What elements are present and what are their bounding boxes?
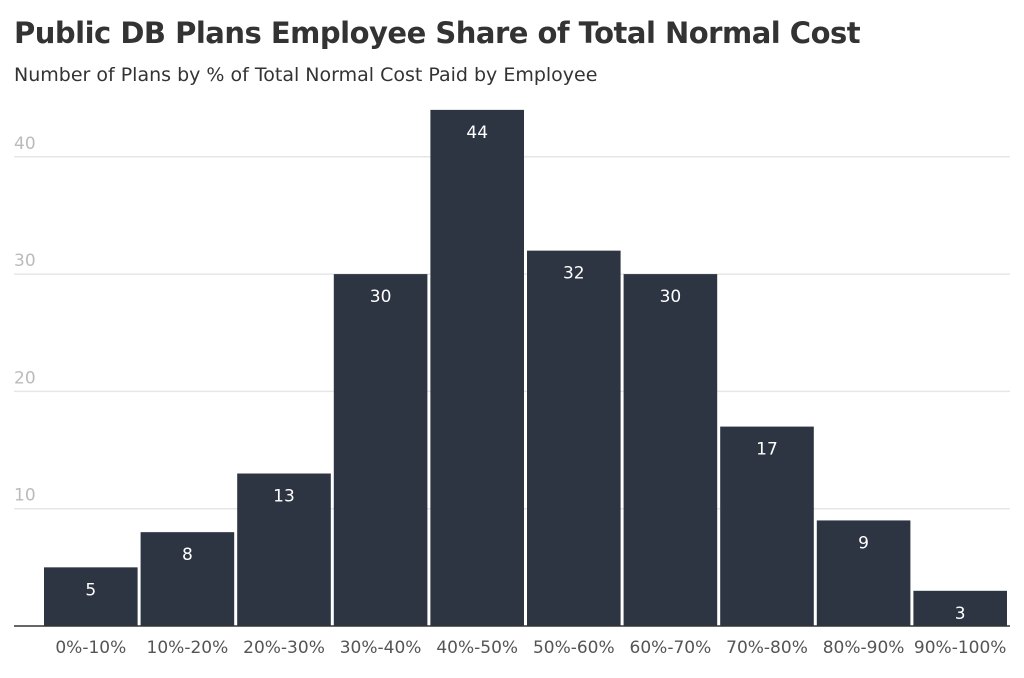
x-tick-label: 20%-30% bbox=[243, 638, 325, 658]
bar-20%-30% bbox=[237, 473, 331, 626]
x-tick-label: 10%-20% bbox=[147, 638, 229, 658]
x-tick-label: 0%-10% bbox=[55, 638, 126, 658]
bars bbox=[44, 109, 1007, 626]
bar-50%-60% bbox=[527, 250, 621, 626]
bar-60%-70% bbox=[623, 274, 718, 626]
x-tick-label: 60%-70% bbox=[630, 638, 712, 658]
x-tick-label: 30%-40% bbox=[340, 638, 422, 658]
chart-subtitle: Number of Plans by % of Total Normal Cos… bbox=[14, 64, 598, 86]
data-label: 8 bbox=[182, 545, 193, 565]
bar-90%-100% bbox=[913, 590, 1007, 626]
x-tick-label: 70%-80% bbox=[726, 638, 808, 658]
y-tick-label: 30 bbox=[14, 251, 36, 271]
axes: 0%-10% 10%-20% 20%-30% 30%-40% 40%-50% 50%-60… bbox=[14, 625, 1010, 658]
data-label: 30 bbox=[370, 287, 392, 307]
x-tick-label: 50%-60% bbox=[533, 638, 615, 658]
data-label: 9 bbox=[858, 533, 869, 553]
data-label: 44 bbox=[466, 123, 488, 143]
x-tick-label: 80%-90% bbox=[823, 638, 905, 658]
data-label: 13 bbox=[273, 487, 295, 507]
x-tick-label: 40%-50% bbox=[436, 638, 518, 658]
bar-30%-40% bbox=[333, 274, 428, 626]
y-tick-label: 40 bbox=[14, 134, 36, 154]
x-tick-label: 90%-100% bbox=[914, 638, 1007, 658]
bar-70%-80% bbox=[720, 426, 814, 626]
data-label: 17 bbox=[756, 440, 778, 460]
data-label: 32 bbox=[563, 264, 585, 284]
data-label: 5 bbox=[85, 580, 96, 600]
y-tick-label: 20 bbox=[14, 368, 36, 388]
data-label: 3 bbox=[955, 604, 966, 624]
bar-10%-20% bbox=[140, 532, 235, 626]
bar-0%-10% bbox=[44, 567, 138, 626]
chart-title: Public DB Plans Employee Share of Total … bbox=[14, 16, 861, 50]
bar-80%-90% bbox=[816, 520, 911, 626]
data-labels: 5 8 13 30 44 32 30 17 9 3 bbox=[85, 123, 965, 624]
y-tick-label: 10 bbox=[14, 486, 36, 506]
data-label: 30 bbox=[660, 287, 682, 307]
bar-40%-50% bbox=[430, 109, 524, 626]
